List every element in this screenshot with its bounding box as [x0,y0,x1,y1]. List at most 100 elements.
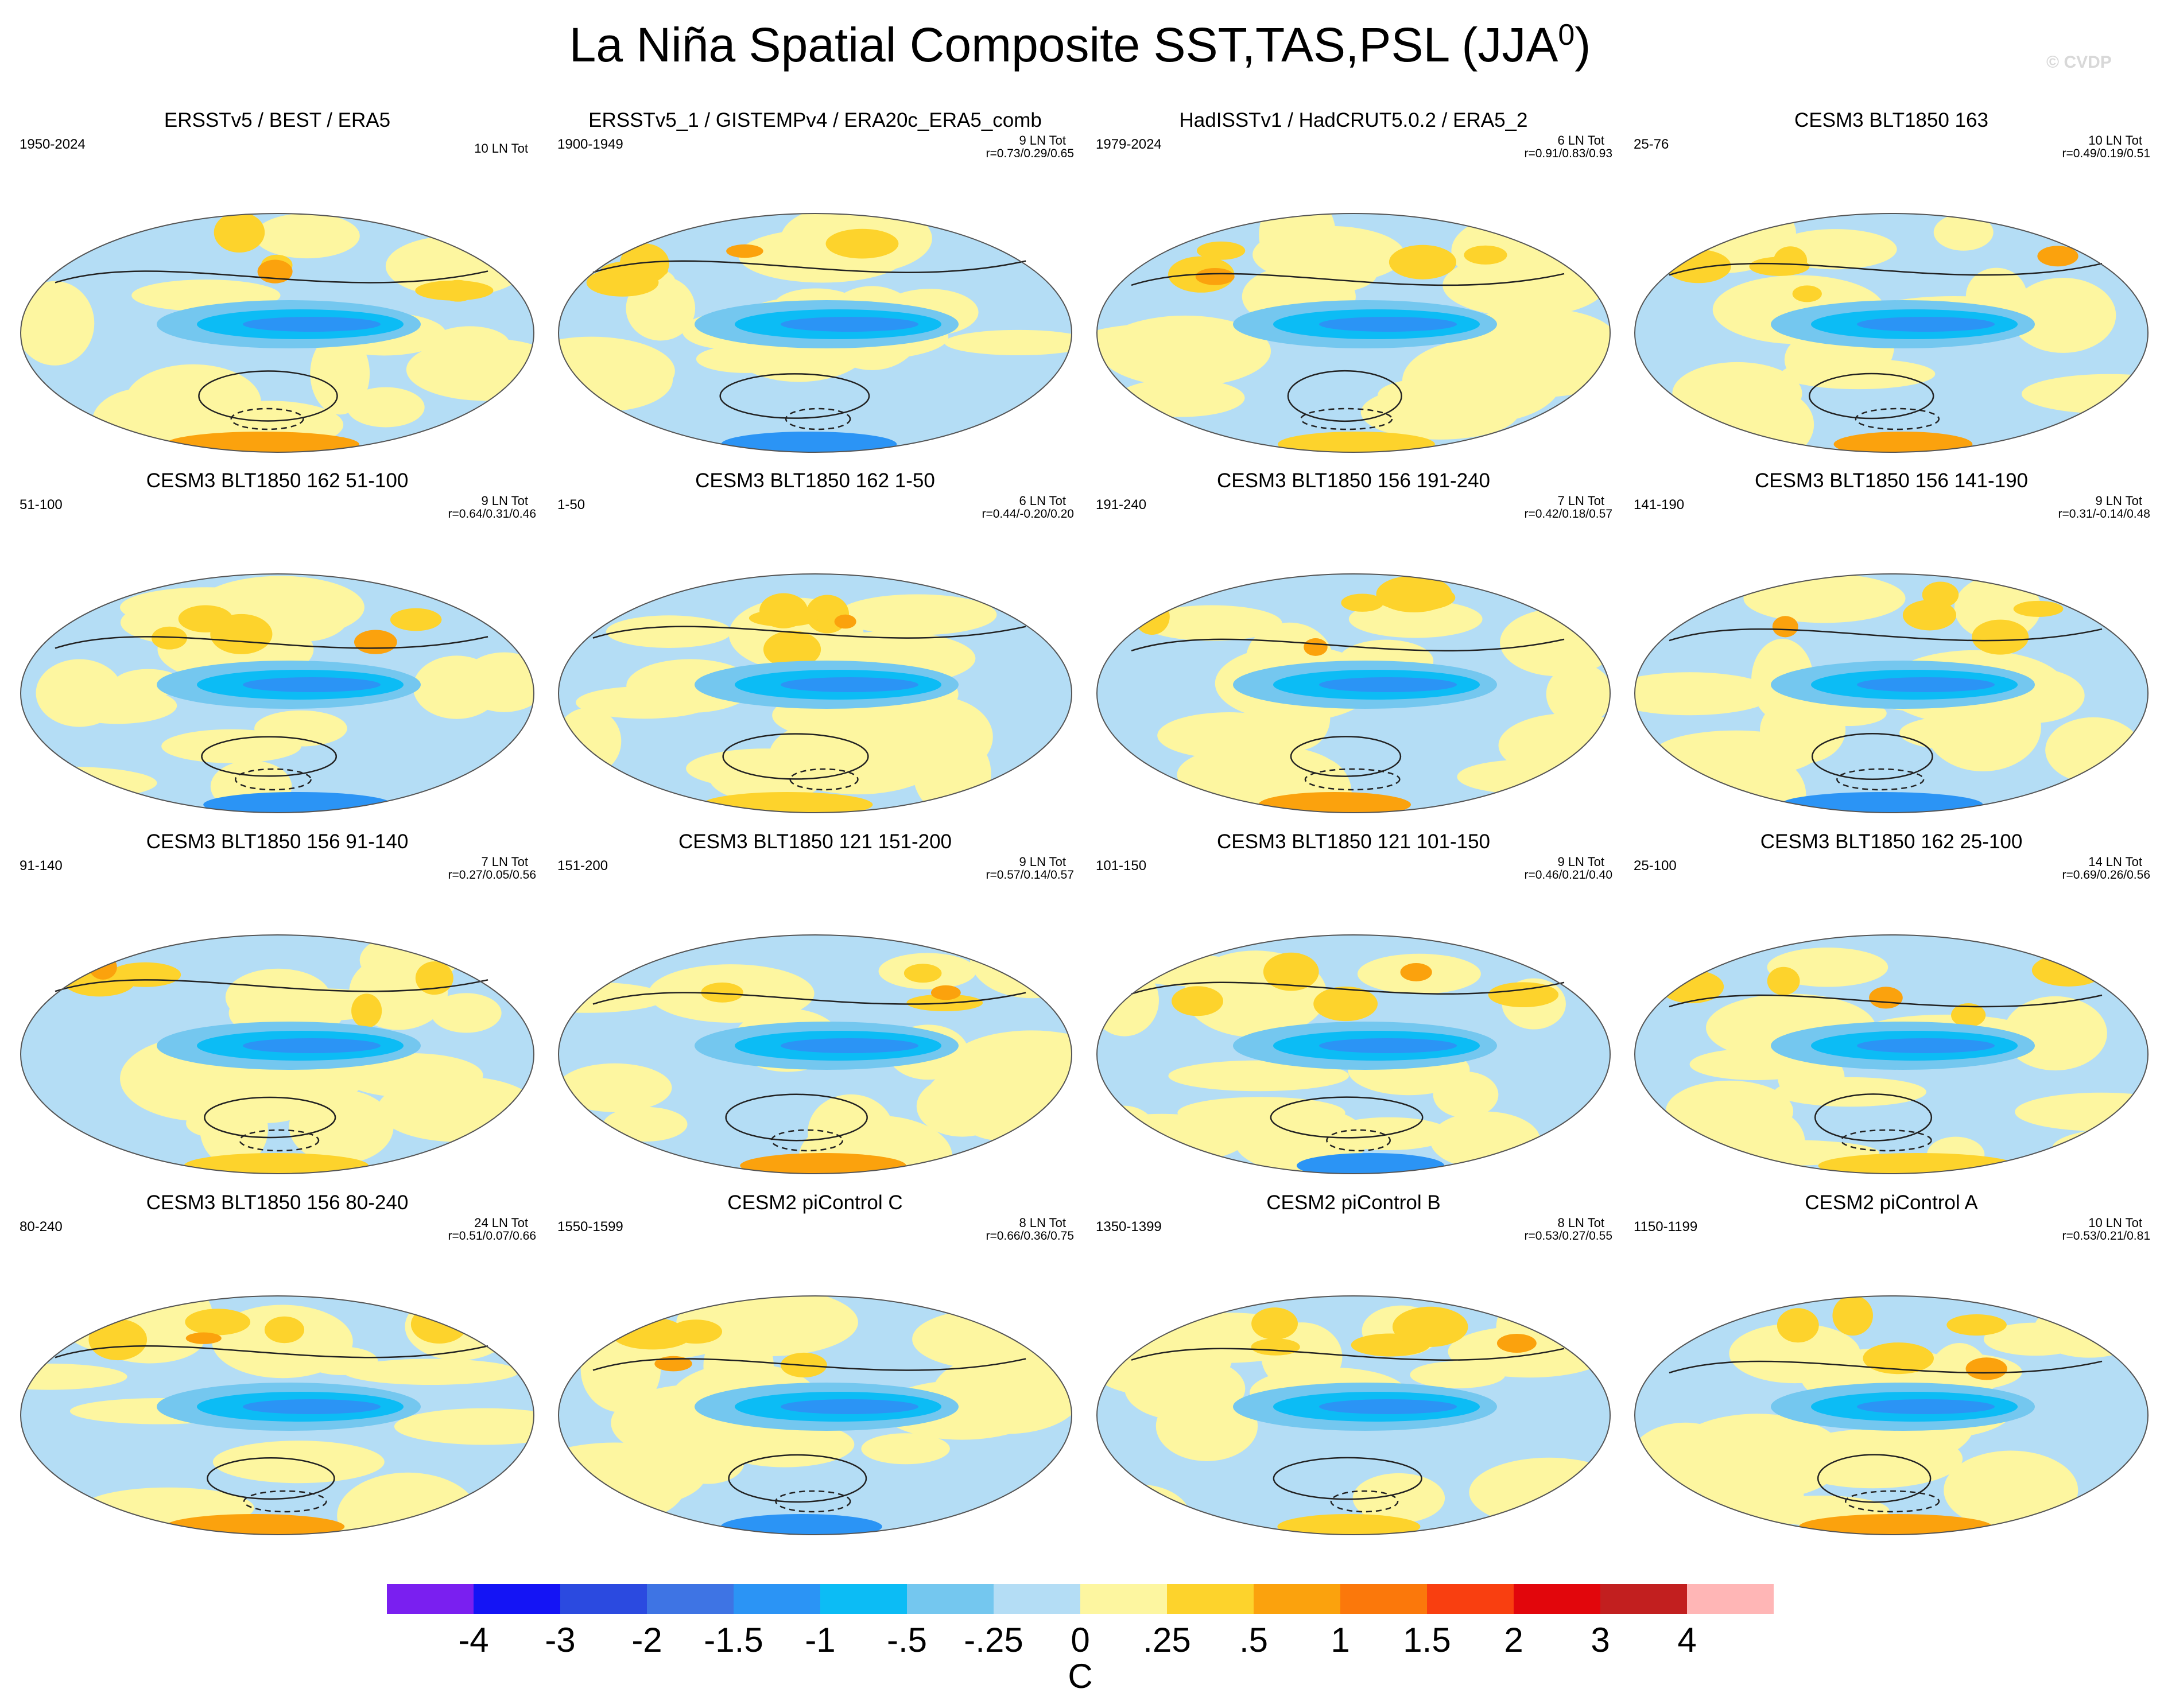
panel-event-count: 9 LN Tot [1019,133,1066,147]
anomaly-orange-patch [726,244,763,258]
psl-contour-negative [770,1129,844,1152]
colorbar-tick-label: -3 [545,1621,576,1659]
colorbar-unit: C [1068,1657,1093,1695]
psl-contour-positive [1808,372,1934,420]
southern-ocean-anomaly [740,1153,906,1174]
psl-contour-positive [1290,736,1402,777]
anomaly-warm-patch [944,329,1072,356]
panel-title: CESM3 BLT1850 162 25-100 [1760,830,2023,853]
southern-ocean-anomaly [203,792,393,813]
psl-contour-negative [230,407,304,430]
cold-tongue-core [243,1399,381,1414]
colorbar-segment [474,1584,561,1614]
cold-tongue-core [1857,677,1995,692]
anomaly-orange-patch [354,630,397,654]
map-panel: CESM2 piControl A 1150-1199 10 LN Tot r=0.5… [1624,1191,2158,1553]
anomaly-warm-patch [1500,608,1610,677]
anomaly-orange-patch [1304,638,1328,656]
southern-ocean-anomaly [720,1514,882,1535]
anomaly-warm-patch [913,732,991,813]
psl-contour-positive [719,373,870,419]
colorbar-segment [647,1584,734,1614]
map-svg [1634,213,2149,453]
map-svg [558,213,1072,453]
psl-contour-positive [1273,1457,1422,1500]
panel-event-count: 7 LN Tot [481,855,528,869]
psl-contour-negative [1855,407,1940,430]
anomaly-gold-patch [264,1316,305,1344]
map-svg [20,573,534,813]
anomaly-warm-patch [2010,277,2116,353]
anomaly-gold-patch [1389,244,1456,280]
anomaly-warm-patch [219,1085,312,1123]
colorbar-segment [1514,1584,1601,1614]
southern-ocean-anomaly [1277,1514,1421,1535]
psl-contour-negative [789,768,859,791]
anomaly-warm-patch [161,729,301,763]
globe-outline [558,1295,1072,1535]
psl-contour-line [592,626,1026,639]
psl-contour-line [1131,1348,1565,1361]
colorbar-tick-label: -1 [805,1621,836,1659]
map-panel: CESM3 BLT1850 156 141-190 141-190 9 LN Tot… [1624,469,2158,831]
map-svg [1096,1295,1611,1535]
map-panel: CESM3 BLT1850 163 25-76 10 LN Tot r=0.49/0.… [1624,109,2158,471]
panel-correlation: r=0.46/0.21/0.40 [1524,868,1612,882]
anomaly-gold-patch [749,610,819,627]
colorbar-tick-label: -.5 [886,1621,928,1659]
map-panel: CESM3 BLT1850 156 91-140 91-140 7 LN Tot r=… [10,830,544,1192]
panel-title: CESM2 piControl B [1266,1191,1441,1214]
map-panel: CESM3 BLT1850 162 51-100 51-100 9 LN Tot r=… [10,469,544,831]
colorbar-segment [560,1584,647,1614]
cold-tongue-core [1857,1399,1995,1414]
panel-grid: ERSSTv5 / BEST / ERA5 1950-2024 10 LN Tot E… [10,109,2158,1553]
panel-event-count: 9 LN Tot [1019,855,1066,869]
anomaly-warm-patch [431,993,502,1033]
anomaly-gold-patch [1313,986,1378,1022]
map-panel: CESM3 BLT1850 156 80-240 80-240 24 LN Tot r… [10,1191,544,1553]
map-svg [1634,934,2149,1174]
map-panel: ERSSTv5_1 / GISTEMPv4 / ERA20c_ERA5_comb… [548,109,1082,471]
panel-correlation: r=0.66/0.36/0.75 [986,1229,1074,1243]
anomaly-gold-patch [185,1309,251,1336]
psl-contour-line [1131,638,1565,652]
cold-tongue-core [781,1399,918,1414]
panel-event-count: 24 LN Tot [474,1216,528,1230]
anomaly-warm-patch [289,1089,394,1164]
psl-contour-line [1131,273,1565,286]
panel-title: CESM3 BLT1850 156 141-190 [1754,469,2029,492]
anomaly-warm-patch [212,1441,385,1484]
anomaly-warm-patch [696,345,794,373]
globe-outline [1096,213,1611,453]
anomaly-warm-patch [225,968,331,1026]
psl-contour-positive [1814,1093,1933,1142]
anomaly-orange-patch [185,1332,222,1344]
psl-contour-line [55,1345,488,1358]
psl-contour-positive [725,1093,868,1142]
psl-contour-line [55,270,488,284]
colorbar-segment [820,1584,908,1614]
anomaly-warm-patch [1155,1391,1258,1461]
colorbar-tick-label: 4 [1677,1621,1697,1659]
cold-tongue-core [243,1038,381,1053]
anomaly-gold-patch [701,982,743,1003]
map-svg [1096,934,1611,1174]
psl-contour-negative [243,1490,327,1513]
map-panel: CESM3 BLT1850 121 101-150 101-150 9 LN Tot… [1087,830,1620,1192]
southern-ocean-anomaly [1833,432,1973,452]
panel-year-range: 191-240 [1096,497,1147,513]
psl-contour-line [592,992,1026,1005]
globe-outline [1096,573,1611,813]
anomaly-warm-patch [1348,600,1483,638]
anomaly-orange-patch [930,985,961,1000]
anomaly-warm-patch [1635,1422,1741,1496]
panel-event-count: 9 LN Tot [2095,494,2142,508]
globe-outline [20,1295,534,1535]
panel-title: ERSSTv5_1 / GISTEMPv4 / ERA20c_ERA5_comb [588,109,1042,131]
colorbar-tick-label: 2 [1504,1621,1523,1659]
anomaly-gold-patch [415,280,494,301]
colorbar-tick-label: -2 [631,1621,662,1659]
anomaly-warm-patch [606,615,732,648]
psl-contour-line [1669,628,2103,642]
anomaly-warm-patch [1726,389,1814,452]
